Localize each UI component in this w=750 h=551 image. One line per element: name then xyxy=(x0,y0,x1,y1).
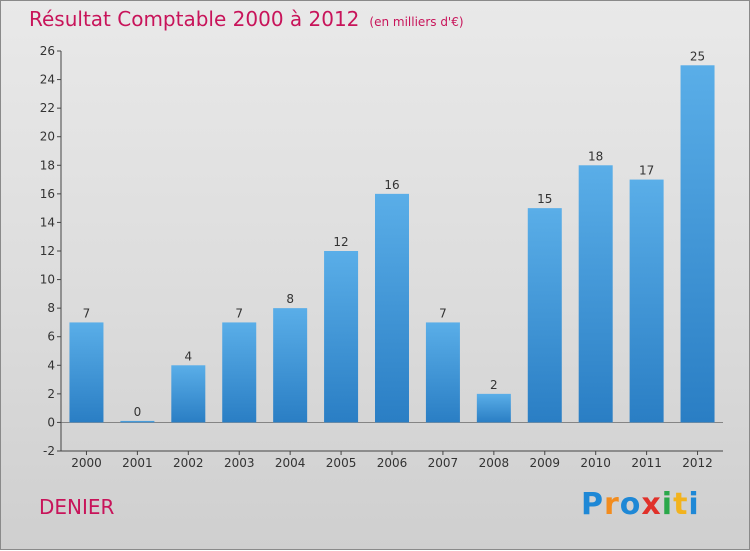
bar xyxy=(629,179,664,423)
bar xyxy=(120,420,155,423)
y-tick-label: -2 xyxy=(43,444,55,458)
y-tick-label: 16 xyxy=(40,187,55,201)
y-tick-label: 4 xyxy=(47,358,55,372)
y-tick-label: 8 xyxy=(47,301,55,315)
bar xyxy=(578,165,613,423)
y-tick-label: 2 xyxy=(47,387,55,401)
bar xyxy=(273,308,308,423)
bar-value-label: 8 xyxy=(286,292,294,306)
logo-letter: r xyxy=(604,487,620,522)
logo-letter: i xyxy=(661,487,674,522)
x-tick-label: 2010 xyxy=(580,456,611,470)
y-tick-label: 0 xyxy=(47,415,55,429)
bar-value-label: 16 xyxy=(384,178,399,192)
logo-letter: P xyxy=(581,487,604,522)
chart-title-text: Résultat Comptable 2000 à 2012 xyxy=(29,7,360,31)
chart-subtitle: (en milliers d'€) xyxy=(369,15,464,29)
bar xyxy=(375,193,409,423)
bar-value-label: 25 xyxy=(690,49,705,63)
y-tick-label: 24 xyxy=(40,73,55,87)
logo-letter: i xyxy=(688,487,700,522)
chart-title: Résultat Comptable 2000 à 2012 (en millie… xyxy=(29,7,464,31)
x-tick-label: 2008 xyxy=(479,456,510,470)
proxiti-logo: Proxiti xyxy=(581,487,700,522)
y-tick-label: 20 xyxy=(40,130,55,144)
bar xyxy=(425,322,460,423)
y-tick-label: 26 xyxy=(40,44,55,58)
y-tick-label: 12 xyxy=(40,244,55,258)
y-tick-label: 18 xyxy=(40,158,55,172)
bar-value-label: 7 xyxy=(439,306,447,320)
bar xyxy=(222,322,257,423)
bar-value-label: 0 xyxy=(134,405,142,419)
x-tick-label: 2004 xyxy=(275,456,306,470)
y-tick-label: 10 xyxy=(40,273,55,287)
bar-value-label: 15 xyxy=(537,192,552,206)
x-tick-label: 2009 xyxy=(529,456,560,470)
bar xyxy=(476,393,511,423)
bar-value-label: 12 xyxy=(333,235,348,249)
bar-value-label: 7 xyxy=(83,306,91,320)
logo-letter: t xyxy=(673,487,689,522)
bar xyxy=(527,208,562,423)
x-tick-label: 2003 xyxy=(224,456,255,470)
location-label: DENIER xyxy=(39,495,115,519)
x-tick-label: 2005 xyxy=(326,456,357,470)
x-tick-label: 2002 xyxy=(173,456,204,470)
x-tick-label: 2000 xyxy=(71,456,102,470)
x-tick-label: 2006 xyxy=(377,456,408,470)
x-tick-label: 2007 xyxy=(428,456,459,470)
bar-value-label: 7 xyxy=(235,306,243,320)
logo-letter: o xyxy=(619,487,642,522)
bar xyxy=(680,65,715,423)
bar-value-label: 18 xyxy=(588,149,603,163)
x-tick-label: 2001 xyxy=(122,456,153,470)
y-tick-label: 22 xyxy=(40,101,55,115)
y-tick-label: 6 xyxy=(47,330,55,344)
x-tick-label: 2012 xyxy=(682,456,713,470)
bar-value-label: 4 xyxy=(184,349,192,363)
bar xyxy=(324,251,359,423)
bar-value-label: 2 xyxy=(490,378,498,392)
x-tick-label: 2011 xyxy=(631,456,662,470)
logo-letter: x xyxy=(641,487,662,522)
bar xyxy=(171,365,206,423)
y-tick-label: 14 xyxy=(40,215,55,229)
bar xyxy=(69,322,104,423)
bar-value-label: 17 xyxy=(639,164,654,178)
